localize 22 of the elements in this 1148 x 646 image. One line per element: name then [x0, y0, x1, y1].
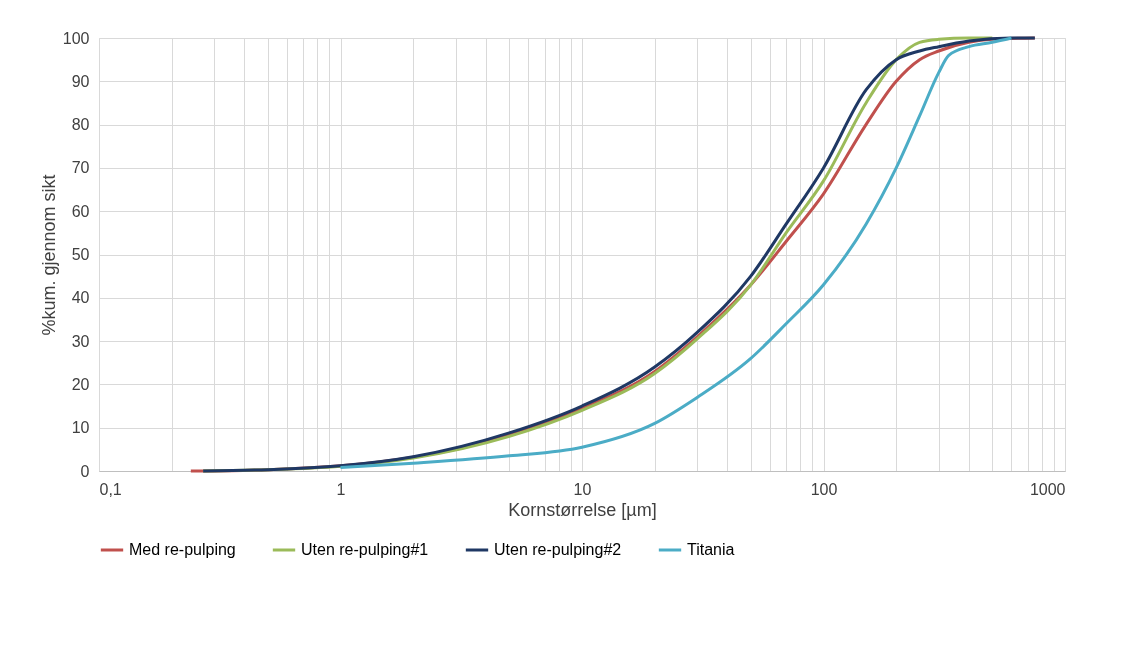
x-tick-label: 10 [573, 480, 592, 498]
legend-label: Uten re-pulping#1 [301, 541, 429, 558]
legend-label: Med re-pulping [129, 541, 236, 558]
y-axis-title: %kum. gjennom sikt [38, 174, 59, 336]
y-tick-label: 80 [71, 116, 90, 134]
x-tick-label: 1 [336, 480, 346, 498]
y-tick-label: 60 [71, 202, 90, 220]
y-tick-label: 0 [80, 462, 90, 480]
y-tick-label: 50 [71, 246, 90, 263]
y-tick-label: 100 [62, 29, 90, 47]
y-tick-label: 90 [71, 72, 90, 90]
legend-label: Titania [687, 541, 735, 558]
x-tick-label: 0,1 [99, 480, 122, 498]
y-tick-label: 30 [71, 332, 90, 350]
y-tick-label: 10 [71, 419, 90, 437]
x-tick-label: 1000 [1029, 480, 1066, 498]
y-tick-label: 70 [71, 159, 90, 177]
legend-label: Uten re-pulping#2 [494, 541, 622, 558]
y-tick-label: 20 [71, 375, 90, 393]
y-tick-label: 40 [71, 289, 90, 307]
x-tick-label: 100 [810, 480, 838, 498]
x-axis-title: Kornstørrelse [µm] [508, 499, 657, 520]
